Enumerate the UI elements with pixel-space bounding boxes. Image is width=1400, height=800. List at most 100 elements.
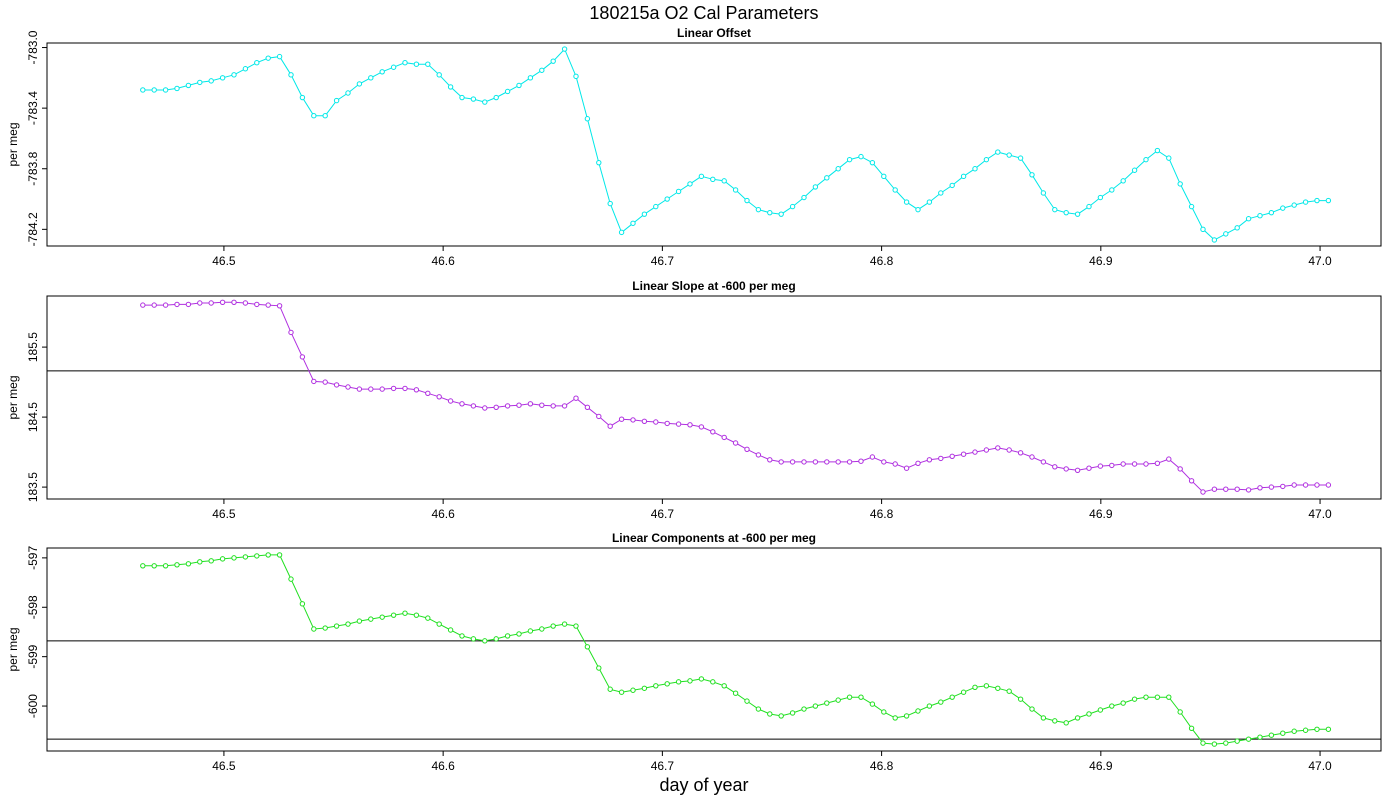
data-point — [322, 379, 328, 385]
data-point — [767, 209, 773, 216]
data-point — [915, 460, 921, 466]
data-point — [732, 690, 739, 696]
data-point — [1302, 482, 1309, 488]
data-point — [596, 413, 602, 420]
data-point — [744, 446, 750, 452]
data-point — [356, 386, 363, 392]
data-point — [311, 113, 317, 119]
data-point — [322, 625, 328, 631]
data-point — [311, 626, 317, 632]
data-point — [231, 555, 237, 561]
data-point — [527, 75, 534, 81]
data-point — [390, 64, 397, 70]
data-point — [1063, 209, 1069, 216]
data-point — [1245, 216, 1252, 222]
data-point — [1223, 231, 1229, 237]
data-point — [995, 149, 1001, 155]
data-point — [869, 159, 876, 166]
data-point — [1097, 194, 1104, 201]
x-tick-label: 46.6 — [431, 254, 455, 268]
data-point — [1017, 155, 1024, 161]
data-point — [356, 81, 363, 87]
data-point — [265, 552, 271, 558]
data-point — [801, 459, 807, 465]
data-point — [1109, 462, 1115, 469]
data-point — [960, 689, 967, 695]
data-point — [1074, 715, 1081, 721]
data-point — [185, 301, 192, 308]
data-point — [1200, 740, 1206, 746]
x-tick-label: 46.9 — [1089, 254, 1113, 268]
data-point — [425, 615, 431, 621]
data-point — [789, 203, 796, 210]
data-point — [1268, 732, 1275, 738]
data-point — [1211, 741, 1218, 747]
data-point — [1040, 190, 1047, 196]
data-point — [675, 679, 682, 685]
data-point — [778, 713, 784, 719]
data-point — [801, 706, 807, 712]
data-point — [972, 449, 978, 455]
data-line — [142, 554, 1329, 745]
data-point — [573, 395, 579, 401]
data-point — [1109, 187, 1115, 193]
data-point — [151, 87, 157, 93]
data-point — [493, 636, 499, 642]
x-tick-label: 46.5 — [212, 759, 236, 773]
data-point — [846, 694, 853, 700]
data-point — [687, 422, 693, 428]
x-axis-label: day of year — [659, 775, 748, 795]
x-tick-label: 46.7 — [651, 759, 675, 773]
data-point — [573, 623, 579, 629]
data-point — [824, 700, 830, 706]
data-point — [1063, 720, 1069, 726]
data-point — [698, 173, 705, 180]
data-point — [516, 82, 522, 89]
data-point — [402, 59, 408, 66]
data-point — [1166, 694, 1172, 700]
data-point — [242, 66, 249, 72]
y-tick-label: -598 — [26, 595, 40, 619]
data-point — [596, 665, 602, 671]
data-point — [1154, 460, 1161, 466]
data-point — [1257, 213, 1263, 219]
data-point — [1177, 466, 1183, 472]
data-point — [949, 182, 955, 189]
data-point — [1052, 206, 1058, 213]
data-point — [903, 199, 910, 205]
data-point — [721, 683, 727, 689]
x-tick-label: 46.5 — [212, 507, 236, 521]
data-point — [1211, 237, 1218, 243]
data-point — [983, 156, 990, 163]
data-point — [288, 329, 294, 336]
y-tick-label: 185.5 — [26, 332, 40, 362]
data-point — [744, 698, 750, 704]
data-point — [1017, 450, 1024, 456]
data-point — [618, 689, 625, 695]
data-point — [1325, 197, 1332, 204]
data-point — [995, 685, 1001, 691]
data-point — [413, 387, 420, 393]
data-point — [402, 610, 408, 616]
data-point — [333, 623, 340, 629]
data-point — [710, 679, 716, 685]
data-point — [1302, 727, 1309, 733]
data-point — [219, 556, 226, 562]
data-point — [482, 638, 488, 644]
data-point — [470, 403, 477, 409]
data-point — [539, 402, 545, 408]
data-point — [527, 628, 534, 634]
data-point — [539, 626, 545, 632]
data-point — [881, 459, 887, 465]
data-point — [140, 302, 146, 308]
data-point — [379, 69, 385, 75]
data-point — [242, 554, 249, 560]
data-point — [1131, 461, 1138, 467]
data-point — [1257, 485, 1263, 491]
panel-title: Linear Offset — [677, 26, 751, 40]
data-point — [846, 459, 853, 465]
data-point — [938, 190, 944, 196]
data-point — [972, 166, 978, 172]
y-axis-label: per meg — [6, 375, 20, 419]
data-point — [1188, 478, 1195, 484]
